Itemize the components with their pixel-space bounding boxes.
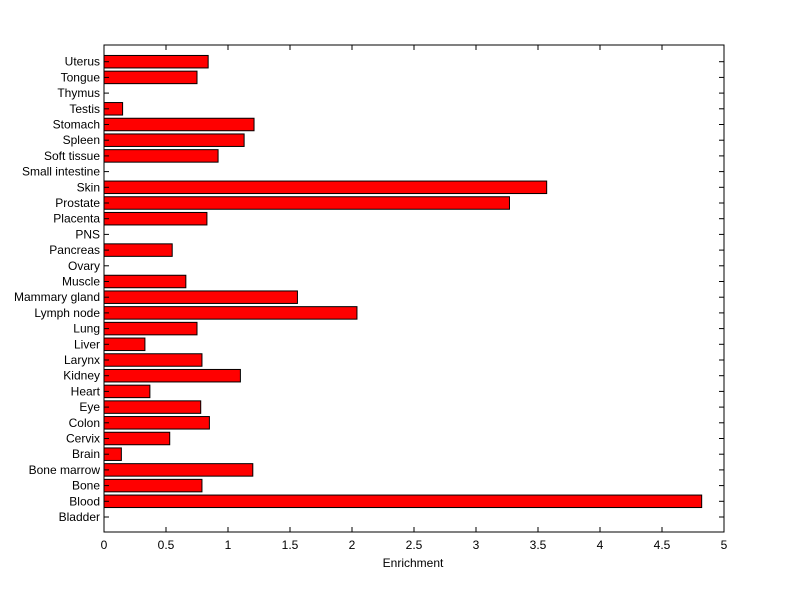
bar-liver	[103, 337, 146, 352]
y-tick-label-testis: Testis	[69, 102, 100, 116]
bar-bone-marrow	[103, 463, 254, 477]
y-tick-label-tongue: Tongue	[61, 70, 101, 84]
y-tick-label-blood: Blood	[69, 494, 100, 508]
x-tick-label: 2.5	[406, 538, 423, 552]
y-tick-label-heart: Heart	[71, 384, 101, 398]
bar-eye	[103, 400, 202, 414]
x-axis-title: Enrichment	[383, 556, 444, 570]
y-tick-label-pns: PNS	[75, 227, 100, 241]
y-tick-label-liver: Liver	[74, 337, 100, 351]
x-tick-label: 0.5	[158, 538, 175, 552]
y-tick-label-colon: Colon	[69, 416, 100, 430]
bar-kidney	[103, 368, 241, 383]
plot-frame	[103, 44, 725, 533]
bar-tongue	[103, 70, 198, 85]
y-tick-label-mammary-gland: Mammary gland	[14, 290, 100, 304]
x-tick-label: 0	[101, 538, 108, 552]
y-tick-label-uterus: Uterus	[65, 55, 100, 69]
x-ticks-group: 0 0.5 1 1.5 2 2.5 3 3.5 4 4.5 5	[101, 45, 728, 552]
y-tick-label-soft-tissue: Soft tissue	[44, 149, 100, 163]
x-tick-label: 1.5	[282, 538, 299, 552]
y-tick-label-larynx: Larynx	[64, 353, 100, 367]
y-tick-label-kidney: Kidney	[63, 369, 100, 383]
bar-lymph-node	[103, 306, 358, 320]
bar-blood	[103, 494, 703, 509]
y-tick-label-skin: Skin	[77, 180, 100, 194]
bar-larynx	[103, 353, 203, 367]
x-tick-label: 5	[721, 538, 728, 552]
bar-stomach	[103, 117, 255, 132]
y-tick-label-prostate: Prostate	[55, 196, 100, 210]
y-tick-label-muscle: Muscle	[62, 275, 100, 289]
x-tick-label: 3.5	[530, 538, 547, 552]
x-tick-label: 2	[349, 538, 356, 552]
bar-lung	[103, 321, 198, 336]
bar-mammary-gland	[103, 290, 298, 304]
bar-bone	[103, 478, 203, 493]
y-tick-label-brain: Brain	[72, 447, 100, 461]
y-tick-label-lymph-node: Lymph node	[34, 306, 100, 320]
y-tick-label-pancreas: Pancreas	[49, 243, 100, 257]
y-tick-label-stomach: Stomach	[53, 118, 100, 132]
x-tick-label: 1	[225, 538, 232, 552]
x-tick-label: 4	[597, 538, 604, 552]
bar-spleen	[103, 133, 245, 147]
bar-skin	[103, 180, 548, 195]
y-tick-label-spleen: Spleen	[63, 133, 100, 147]
y-tick-label-bladder: Bladder	[59, 510, 100, 524]
bar-colon	[103, 416, 210, 430]
y-tick-label-cervix: Cervix	[66, 432, 100, 446]
x-tick-label: 4.5	[654, 538, 671, 552]
y-tick-label-lung: Lung	[73, 322, 100, 336]
y-tick-label-ovary: Ovary	[68, 259, 100, 273]
bar-heart	[103, 384, 151, 399]
bar-placenta	[103, 211, 208, 226]
bar-cervix	[103, 431, 171, 446]
y-tick-label-eye: Eye	[79, 400, 100, 414]
y-tick-label-placenta: Placenta	[53, 212, 100, 226]
y-tick-label-bone-marrow: Bone marrow	[29, 463, 101, 477]
y-tick-label-small-intestine: Small intestine	[22, 165, 100, 179]
bar-uterus	[103, 54, 209, 69]
bar-soft-tissue	[103, 149, 219, 163]
bar-pancreas	[103, 243, 173, 257]
bar-muscle	[103, 274, 187, 289]
bar-prostate	[103, 196, 510, 210]
y-tick-label-thymus: Thymus	[57, 86, 100, 100]
y-tick-label-bone: Bone	[72, 479, 100, 493]
x-tick-label: 3	[473, 538, 480, 552]
